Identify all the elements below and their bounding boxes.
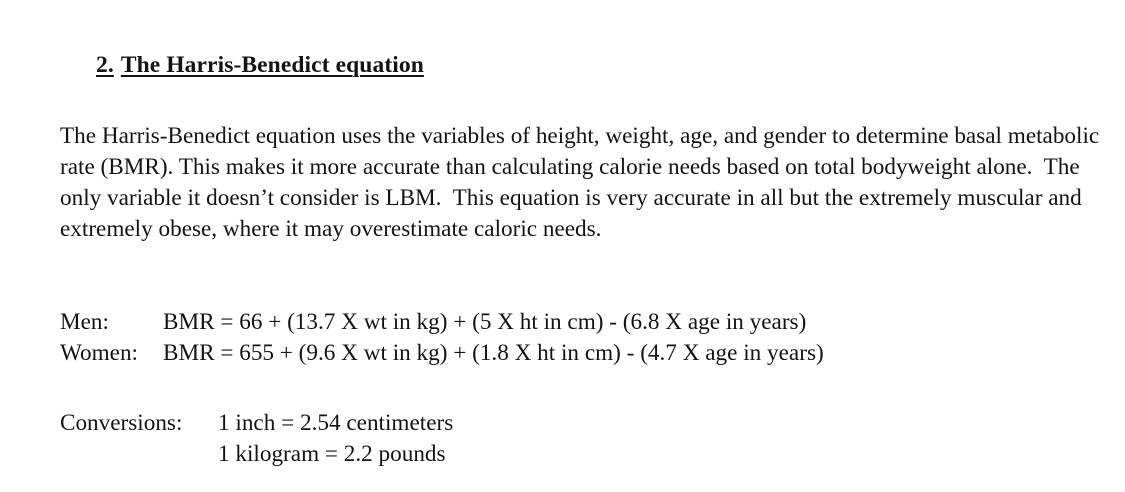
formula-expression-women: BMR = 655 + (9.6 X wt in kg) + (1.8 X ht… bbox=[163, 340, 824, 366]
page-title: 2. The Harris-Benedict equation bbox=[96, 50, 424, 80]
conversion-value-inch: 1 inch = 2.54 centimeters bbox=[218, 410, 454, 436]
intro-paragraph: The Harris-Benedict equation uses the va… bbox=[60, 123, 1105, 243]
conversion-value-kilogram: 1 kilogram = 2.2 pounds bbox=[218, 441, 446, 467]
formula-row-women: Women: BMR = 655 + (9.6 X wt in kg) + (1.… bbox=[60, 338, 824, 369]
conversions-list: Conversions: 1 inch = 2.54 centimeters 1 … bbox=[60, 408, 453, 470]
formula-label-women: Women: bbox=[60, 340, 138, 366]
formula-list: Men: BMR = 66 + (13.7 X wt in kg) + (5 X … bbox=[60, 307, 824, 369]
conversions-label: Conversions: bbox=[60, 410, 183, 436]
formula-expression-men: BMR = 66 + (13.7 X wt in kg) + (5 X ht i… bbox=[163, 309, 807, 335]
section-number: 2. bbox=[96, 51, 114, 78]
conversion-row-kilogram: 1 kilogram = 2.2 pounds bbox=[60, 439, 453, 470]
formula-row-men: Men: BMR = 66 + (13.7 X wt in kg) + (5 X … bbox=[60, 307, 824, 338]
section-title-text: The Harris-Benedict equation bbox=[120, 51, 424, 78]
conversion-row-inch: Conversions: 1 inch = 2.54 centimeters bbox=[60, 408, 453, 439]
formula-label-men: Men: bbox=[60, 309, 109, 335]
